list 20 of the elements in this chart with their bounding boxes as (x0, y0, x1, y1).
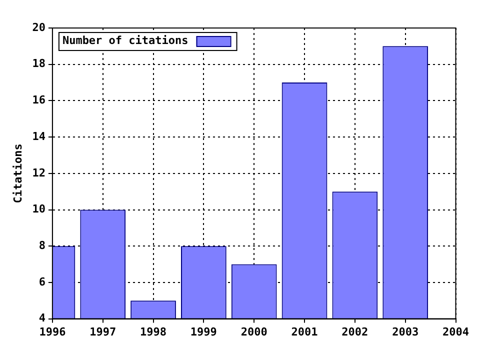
x-tick-label: 1997 (90, 325, 116, 338)
y-tick-label: 14 (32, 130, 46, 143)
y-tick-label: 12 (32, 166, 46, 180)
y-tick-label: 16 (32, 94, 46, 107)
legend-label: Number of citations (62, 34, 188, 47)
y-tick-label: 6 (38, 275, 46, 288)
y-tick-label: 18 (32, 57, 46, 70)
y-tick-label: 10 (32, 202, 46, 216)
y-tick-label: 20 (32, 20, 46, 34)
y-tick-label: 8 (38, 238, 46, 252)
x-tick-label: 1996 (39, 325, 66, 338)
x-tick-label: 2000 (240, 325, 268, 338)
x-tick-label: 2001 (291, 325, 318, 338)
x-tick-label: 2004 (442, 325, 470, 338)
y-tick-label: 4 (38, 312, 46, 325)
x-tick-label: 2003 (392, 325, 419, 338)
y-axis-title: Citations (11, 144, 24, 204)
x-tick-label: 1998 (140, 325, 167, 338)
x-tick-label: 1999 (190, 325, 217, 338)
x-tick-label: 2002 (342, 325, 368, 338)
